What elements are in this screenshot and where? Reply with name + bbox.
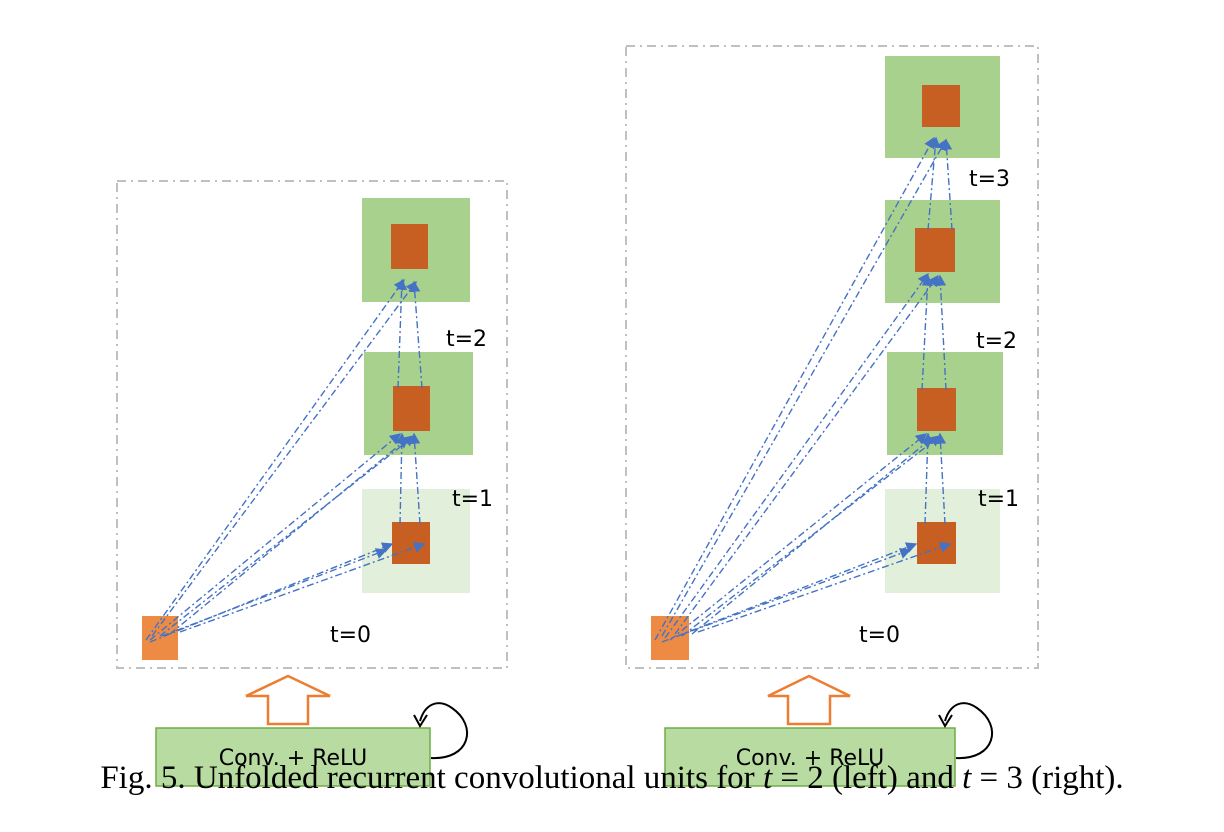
- left-label-t1: t=1: [452, 487, 493, 512]
- right-arrow: [661, 542, 918, 643]
- right-conv-relu-block: [664, 727, 956, 787]
- right-panel: t=0 t=1 t=2 t=3 Conv. + ReLU: [625, 45, 1039, 787]
- left-panel: t=0 t=1 t=2 Conv. + ReLU: [116, 180, 508, 787]
- left-top-unit: [391, 224, 428, 269]
- caption-prefix: Fig. 5. Unfolded recurrent convolutional…: [100, 760, 763, 796]
- right-recurrent-loop-arrowhead: [938, 714, 953, 728]
- left-conv-relu-block: [155, 727, 431, 787]
- left-label-t2: t=2: [446, 327, 487, 352]
- left-arrow: [179, 542, 426, 633]
- right-input-unit: [651, 616, 689, 660]
- left-up-arrow: [245, 674, 331, 726]
- right-label-t0: t=0: [859, 623, 900, 648]
- figure-caption: Fig. 5. Unfolded recurrent convolutional…: [0, 760, 1224, 797]
- right-top-unit: [922, 85, 960, 127]
- left-arrow: [409, 432, 421, 525]
- right-arrow: [934, 274, 947, 391]
- left-label-t0: t=0: [330, 623, 371, 648]
- right-connection-arrows: [654, 136, 953, 643]
- left-t1-unit: [392, 522, 430, 564]
- caption-var-t-1: t: [762, 760, 773, 796]
- right-recurrent-loop: [944, 702, 994, 760]
- right-arrow: [677, 548, 912, 637]
- left-t2-unit: [393, 386, 430, 431]
- left-arrow: [151, 280, 417, 637]
- caption-var-t-2: t: [962, 760, 972, 796]
- right-arrow: [674, 274, 939, 635]
- left-connection-arrows: [145, 278, 426, 643]
- left-arrow: [149, 433, 402, 641]
- right-arrow: [661, 138, 947, 637]
- left-arrow: [159, 435, 416, 637]
- right-arrow: [927, 136, 941, 231]
- right-arrow: [921, 274, 934, 391]
- right-t2-unit: [917, 388, 956, 431]
- right-label-t1: t=1: [978, 487, 1019, 512]
- left-arrow: [396, 432, 408, 525]
- right-label-t3: t=3: [969, 167, 1010, 192]
- left-arrow: [161, 548, 388, 637]
- left-arrow: [145, 278, 405, 641]
- caption-mid-1: = 2 (left) and: [772, 760, 963, 796]
- right-arrow: [669, 433, 928, 641]
- right-arrow: [934, 432, 947, 525]
- right-t1-unit: [917, 522, 956, 564]
- right-arrow: [941, 138, 953, 231]
- left-conv-relu-label: Conv. + ReLU: [219, 746, 368, 771]
- right-unfold-frame: [625, 45, 1039, 669]
- right-arrow: [922, 432, 934, 525]
- right-label-t2: t=2: [976, 329, 1017, 354]
- left-arrow: [169, 437, 410, 635]
- left-arrow: [409, 280, 423, 389]
- right-arrow: [681, 435, 942, 637]
- right-arrow: [654, 136, 935, 641]
- left-arrow: [396, 278, 408, 389]
- caption-mid-2: = 3 (right).: [971, 760, 1124, 796]
- right-arrow: [691, 437, 934, 635]
- left-recurrent-loop-arrowhead: [413, 714, 428, 728]
- right-up-arrow: [767, 674, 851, 726]
- left-recurrent-loop: [419, 702, 469, 760]
- right-t3-unit: [915, 228, 955, 272]
- left-arrow: [149, 542, 394, 643]
- right-conv-relu-label: Conv. + ReLU: [736, 746, 885, 771]
- left-unfold-frame: [116, 180, 508, 669]
